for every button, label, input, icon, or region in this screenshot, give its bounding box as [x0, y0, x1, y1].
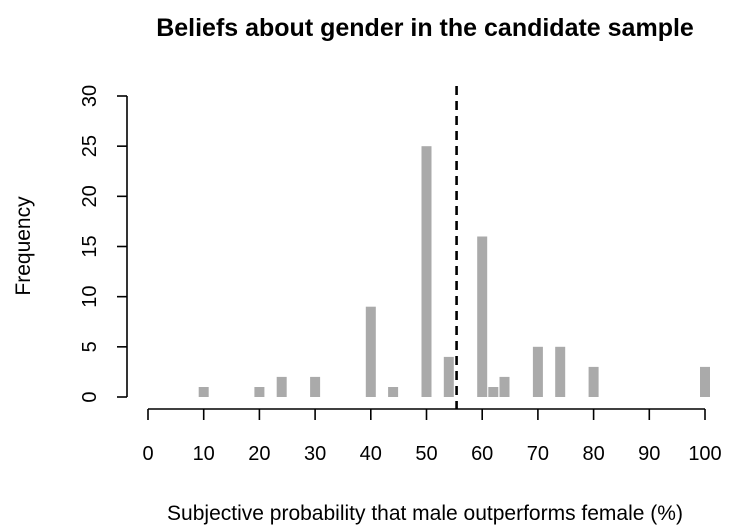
histogram-bar — [477, 236, 488, 397]
histogram-bar — [276, 376, 287, 397]
y-tick-label: 20 — [79, 185, 101, 207]
histogram-bar — [310, 376, 321, 397]
x-tick-label: 20 — [248, 443, 270, 465]
histogram-bar — [588, 366, 599, 397]
histogram-bar — [365, 306, 376, 397]
y-axis-label: Frequency — [12, 196, 35, 296]
x-tick-label: 100 — [688, 443, 721, 465]
x-tick-label: 50 — [415, 443, 437, 465]
y-ticks-group: 0 5 10 15 20 25 30 — [79, 85, 127, 403]
x-tick-label: 30 — [304, 443, 326, 465]
histogram-bar — [499, 376, 510, 397]
x-tick-label: 70 — [527, 443, 549, 465]
y-tick-label: 15 — [79, 235, 101, 257]
histogram-bar — [443, 356, 454, 397]
chart-title: Beliefs about gender in the candidate sa… — [156, 14, 694, 42]
x-ticks-group: 0 10 20 30 40 50 60 70 80 90 100 — [142, 409, 722, 465]
x-tick-label: 80 — [582, 443, 604, 465]
histogram-bar — [488, 387, 499, 397]
histogram-bar — [421, 146, 432, 397]
y-tick-label: 5 — [79, 341, 101, 352]
histogram-bar — [532, 346, 543, 397]
x-tick-label: 90 — [638, 443, 660, 465]
y-tick-label: 10 — [79, 286, 101, 308]
x-tick-label: 0 — [142, 443, 153, 465]
y-tick-label: 25 — [79, 135, 101, 157]
x-tick-label: 60 — [471, 443, 493, 465]
x-axis-label: Subjective probability that male outperf… — [167, 502, 683, 525]
histogram-bar — [700, 366, 710, 397]
y-tick-label: 30 — [79, 85, 101, 107]
histogram-bar — [254, 387, 265, 397]
bars-group — [198, 146, 710, 397]
y-tick-label: 0 — [79, 391, 101, 402]
x-tick-label: 10 — [193, 443, 215, 465]
histogram-bar — [198, 387, 209, 397]
histogram-bar — [388, 387, 399, 397]
x-tick-label: 40 — [360, 443, 382, 465]
histogram-bar — [555, 346, 566, 397]
